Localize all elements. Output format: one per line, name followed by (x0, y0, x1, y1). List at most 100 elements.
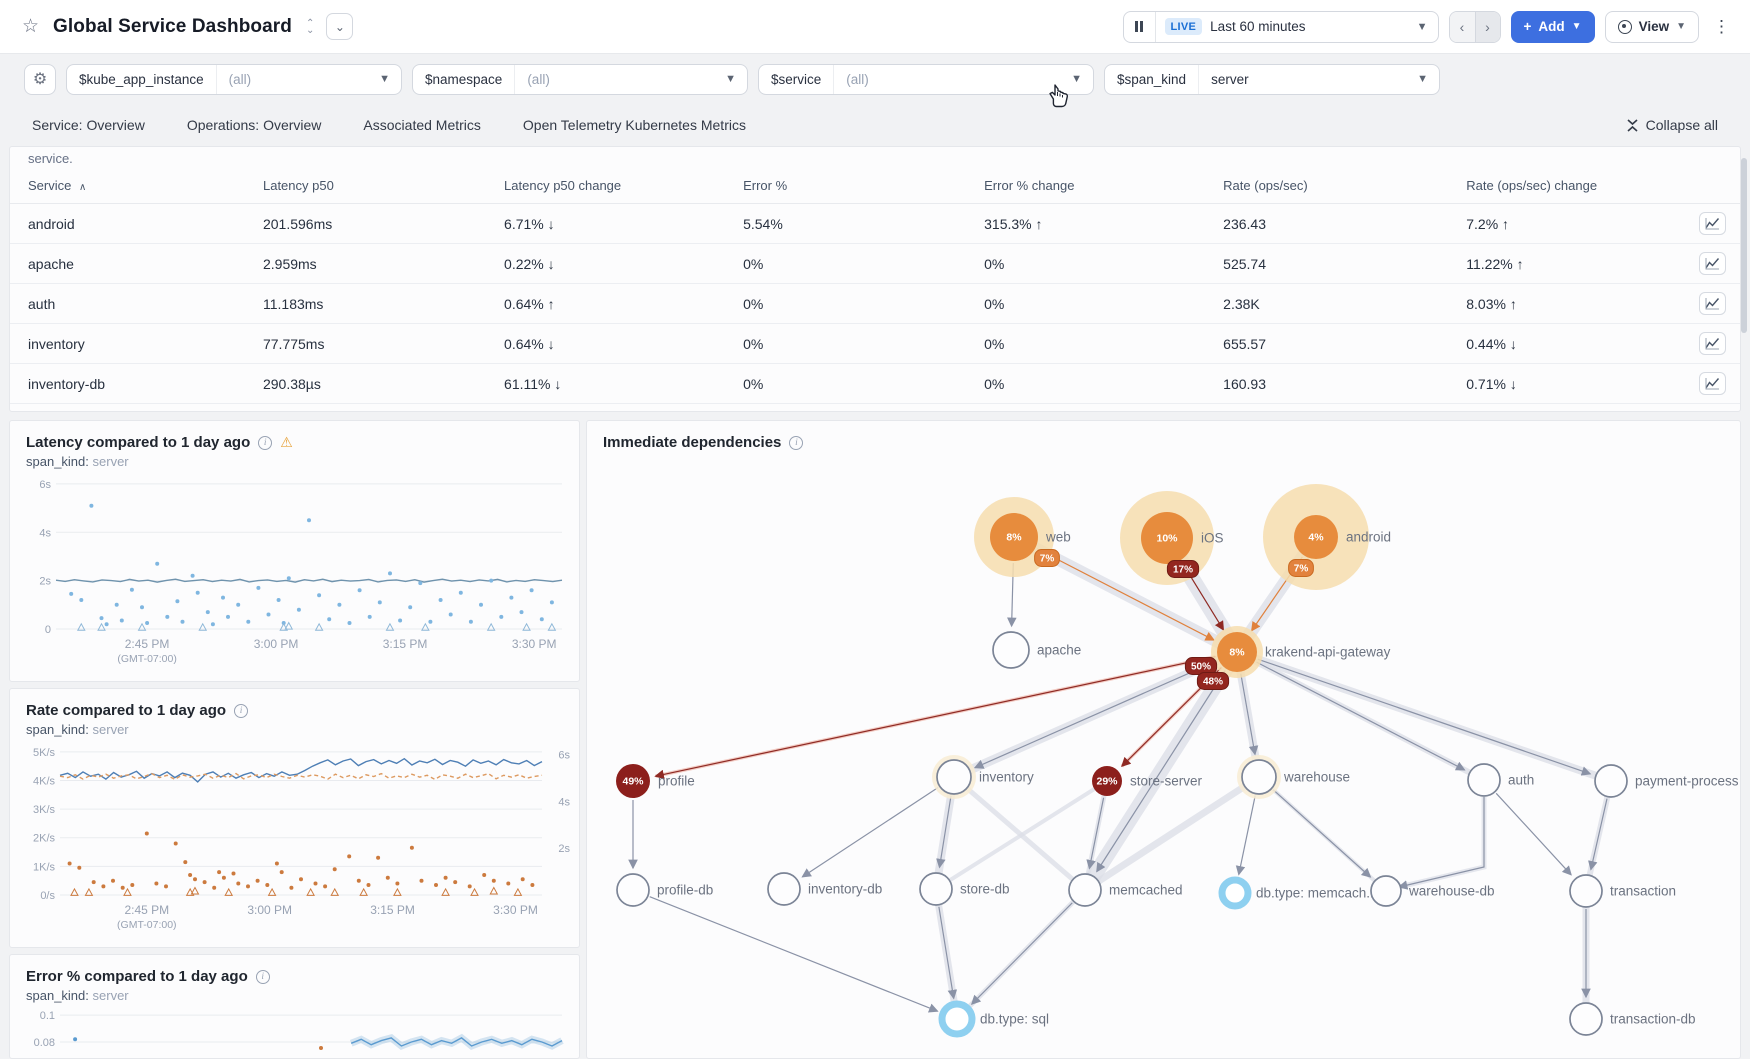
table-cell: 2.959ms (244, 243, 487, 284)
svg-text:6s: 6s (558, 750, 570, 762)
table-cell: 0% (966, 243, 1206, 284)
table-row[interactable]: android 201.596ms 6.71% ↓ 5.54% 315.3% ↑ 236.… (10, 203, 1740, 244)
view-button[interactable]: View ▼ (1604, 10, 1699, 43)
node-label: android (1346, 530, 1391, 545)
plus-icon: + (1523, 19, 1532, 34)
sparkline-chart-button[interactable] (1699, 372, 1727, 395)
sparkline-chart-button[interactable] (1699, 212, 1727, 235)
sparkline-chart-button[interactable] (1699, 252, 1727, 275)
chevron-down-icon: ▼ (1071, 73, 1082, 85)
sparkline-chart-button[interactable] (1699, 292, 1727, 315)
subtitle-key: span_kind: (26, 454, 89, 469)
table-cell: 0.64% ↑ (486, 283, 726, 324)
column-header[interactable]: Error % (725, 168, 967, 204)
service-node-store-db[interactable] (919, 872, 953, 906)
service-node-warehouse-db[interactable] (1370, 875, 1402, 907)
node-label: store-server (1130, 774, 1203, 789)
column-header[interactable]: Latency p50 (244, 168, 487, 204)
collapse-all-button[interactable]: Collapse all (1626, 117, 1718, 133)
svg-text:3:30 PM: 3:30 PM (493, 903, 538, 917)
tab-link[interactable]: Open Telemetry Kubernetes Metrics (522, 117, 746, 133)
kebab-menu-icon[interactable]: ⋮ (1713, 16, 1730, 36)
column-header[interactable]: Latency p50 change (486, 168, 726, 204)
node-badge: 4% (1308, 532, 1324, 544)
svg-text:48%: 48% (1203, 677, 1223, 688)
warning-icon[interactable]: ⚠ (280, 434, 293, 450)
service-node-inventory-db[interactable] (767, 872, 801, 906)
edge-label: 7% (1034, 549, 1060, 567)
chevron-down-icon: ▼ (1416, 20, 1428, 33)
sparkline-chart-button[interactable] (1699, 332, 1727, 355)
svg-text:2s: 2s (558, 843, 570, 855)
service-node-db-sql[interactable] (938, 1000, 976, 1038)
service-node-store-server[interactable] (1092, 766, 1122, 796)
table-row[interactable]: inventory 77.775ms 0.64% ↓ 0% 0% 655.57 0.44% … (10, 323, 1740, 364)
svg-text:0: 0 (45, 624, 51, 636)
table-cell: inventory-db (10, 363, 245, 404)
info-icon[interactable]: i (258, 435, 273, 450)
pause-icon[interactable] (1124, 11, 1156, 42)
service-node-apache[interactable] (992, 631, 1030, 669)
table-cell: 0.22% ↓ (486, 243, 726, 284)
scrollbar[interactable] (1741, 158, 1747, 333)
info-icon[interactable]: i (255, 969, 270, 984)
time-forward-button[interactable]: › (1474, 11, 1500, 42)
column-header[interactable]: Rate (ops/sec) (1205, 168, 1449, 204)
table-row[interactable]: apache 2.959ms 0.22% ↓ 0% 0% 525.74 11.22% ↑ (10, 243, 1740, 284)
service-node-web[interactable] (990, 513, 1038, 561)
service-node-krakend[interactable] (1217, 632, 1257, 672)
service-node-transaction-db[interactable] (1569, 1002, 1603, 1036)
column-header[interactable]: Service ∧ (10, 168, 245, 204)
service-node-ios[interactable] (1141, 512, 1193, 564)
table-cell: 61.11% ↓ (486, 363, 726, 404)
table-cell: 2.38K (1205, 283, 1449, 324)
service-node-profile[interactable] (616, 764, 650, 798)
title-dropdown-button[interactable]: ⌄ (326, 13, 354, 40)
variable-value: (all) (527, 71, 550, 87)
subtitle-key: span_kind: (26, 722, 89, 737)
variable-dropdown-kube_app_instance[interactable]: $kube_app_instance (all) ▼ (66, 63, 402, 95)
table-row[interactable]: auth 11.183ms 0.64% ↑ 0% 0% 2.38K 8.03% ↑ (10, 283, 1740, 324)
node-label: iOS (1201, 531, 1224, 546)
tab-link[interactable]: Operations: Overview (186, 117, 322, 133)
title-switcher-icon[interactable]: ⌃ ⌄ (305, 17, 315, 36)
svg-text:7%: 7% (1294, 564, 1309, 575)
table-cell: 655.57 (1205, 323, 1449, 364)
variable-dropdown-namespace[interactable]: $namespace (all) ▼ (412, 63, 748, 95)
service-node-inventory[interactable] (936, 759, 972, 795)
panel-title: Immediate dependencies (603, 434, 782, 451)
gear-icon[interactable]: ⚙ (24, 63, 56, 95)
time-back-button[interactable]: ‹ (1449, 11, 1475, 42)
svg-text:0.08: 0.08 (34, 1037, 55, 1049)
time-range-picker[interactable]: LIVE Last 60 minutes ▼ (1122, 10, 1439, 43)
panel-title: Rate compared to 1 day ago (26, 702, 227, 719)
info-icon[interactable]: i (234, 703, 249, 718)
tab-link[interactable]: Associated Metrics (363, 117, 481, 133)
add-button[interactable]: + Add ▼ (1510, 10, 1595, 43)
service-node-memcached[interactable] (1068, 873, 1102, 907)
service-node-payment[interactable] (1594, 764, 1628, 798)
service-node-profile-db[interactable] (616, 873, 650, 907)
info-icon[interactable]: i (789, 435, 804, 450)
column-header[interactable]: Error % change (966, 168, 1206, 204)
table-row[interactable]: inventory-db 290.38µs 61.11% ↓ 0% 0% 160.93 0.… (10, 363, 1740, 404)
variable-value: (all) (228, 71, 252, 87)
service-node-db-memcach[interactable] (1218, 876, 1252, 910)
variable-dropdown-span_kind[interactable]: $span_kind server ▼ (1104, 63, 1440, 95)
panel-title: Latency compared to 1 day ago (26, 434, 251, 451)
service-node-auth[interactable] (1467, 763, 1501, 797)
tab-link[interactable]: Service: Overview (32, 117, 145, 133)
subtitle-key: span_kind: (26, 988, 89, 1003)
table-cell: 11.183ms (244, 283, 487, 324)
service-node-android[interactable] (1294, 515, 1338, 559)
svg-text:3K/s: 3K/s (33, 804, 56, 816)
favorite-star-icon[interactable]: ☆ (22, 16, 40, 37)
dependency-graph-panel: 8% web 10% iOS 4% android apache 8% krakend-api-… (586, 420, 1741, 1059)
service-node-transaction[interactable] (1569, 874, 1603, 908)
svg-text:3:00 PM: 3:00 PM (247, 903, 292, 917)
subtitle-value: server (92, 454, 129, 469)
table-cell: 0.44% ↓ (1448, 323, 1682, 364)
service-node-warehouse[interactable] (1241, 759, 1277, 795)
column-header[interactable]: Rate (ops/sec) change (1448, 168, 1682, 204)
variable-dropdown-service[interactable]: $service (all) ▼ (758, 63, 1094, 95)
